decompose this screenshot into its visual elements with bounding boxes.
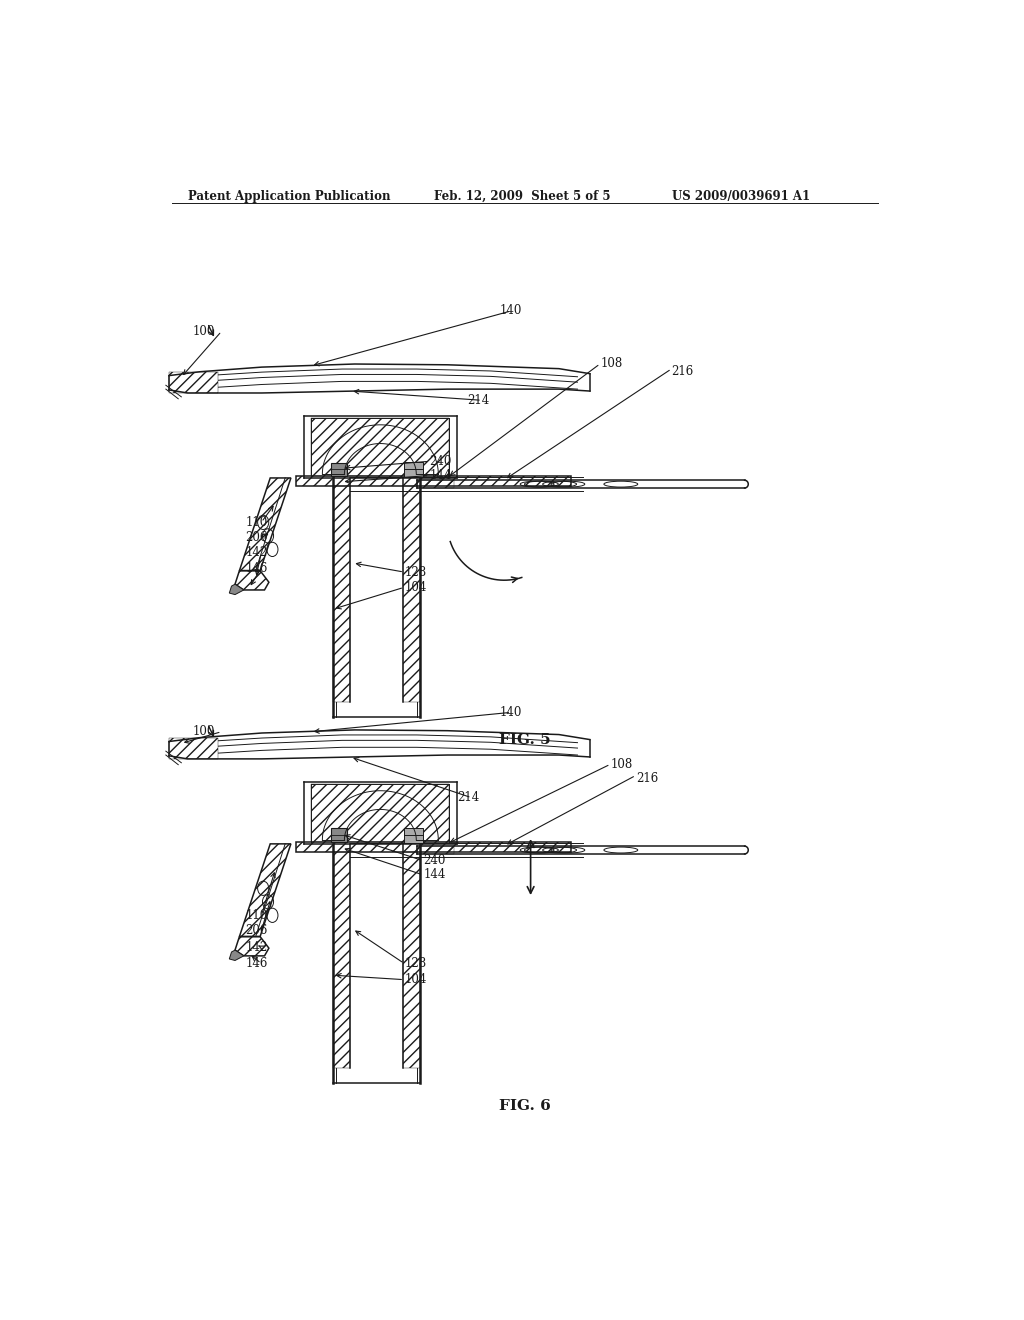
Text: 140: 140 (500, 706, 522, 719)
Text: 146: 146 (246, 561, 268, 574)
Text: 140: 140 (500, 305, 522, 317)
Text: 146: 146 (246, 957, 268, 970)
Text: 142: 142 (246, 941, 267, 953)
Polygon shape (229, 950, 244, 961)
Text: 104: 104 (404, 581, 427, 594)
Bar (404, 462, 423, 478)
Text: 216: 216 (672, 366, 694, 379)
Text: 206: 206 (246, 924, 268, 937)
Bar (404, 828, 423, 843)
Text: 240: 240 (430, 455, 452, 467)
Text: FIG. 5: FIG. 5 (499, 733, 551, 747)
Text: 110: 110 (246, 516, 267, 529)
Text: 214: 214 (468, 393, 489, 407)
Text: 100: 100 (194, 725, 215, 738)
Text: FIG. 6: FIG. 6 (499, 1098, 551, 1113)
Polygon shape (229, 585, 244, 594)
Text: 216: 216 (636, 772, 658, 785)
Bar (332, 829, 347, 842)
Text: 108: 108 (600, 358, 623, 370)
Text: 110: 110 (246, 909, 267, 923)
Text: 104: 104 (404, 973, 427, 986)
Text: Feb. 12, 2009  Sheet 5 of 5: Feb. 12, 2009 Sheet 5 of 5 (433, 190, 610, 203)
Text: 240: 240 (423, 854, 445, 867)
Text: 128: 128 (404, 957, 426, 970)
Text: US 2009/0039691 A1: US 2009/0039691 A1 (672, 190, 810, 203)
Text: 128: 128 (404, 565, 426, 578)
Text: 206: 206 (246, 531, 268, 544)
Bar (332, 462, 347, 477)
Text: 144: 144 (430, 469, 452, 482)
Text: 108: 108 (610, 758, 633, 771)
Text: 142: 142 (246, 546, 267, 560)
Text: 100: 100 (194, 325, 215, 338)
Text: 214: 214 (458, 791, 479, 804)
Text: 144: 144 (423, 869, 445, 882)
Text: Patent Application Publication: Patent Application Publication (187, 190, 390, 203)
